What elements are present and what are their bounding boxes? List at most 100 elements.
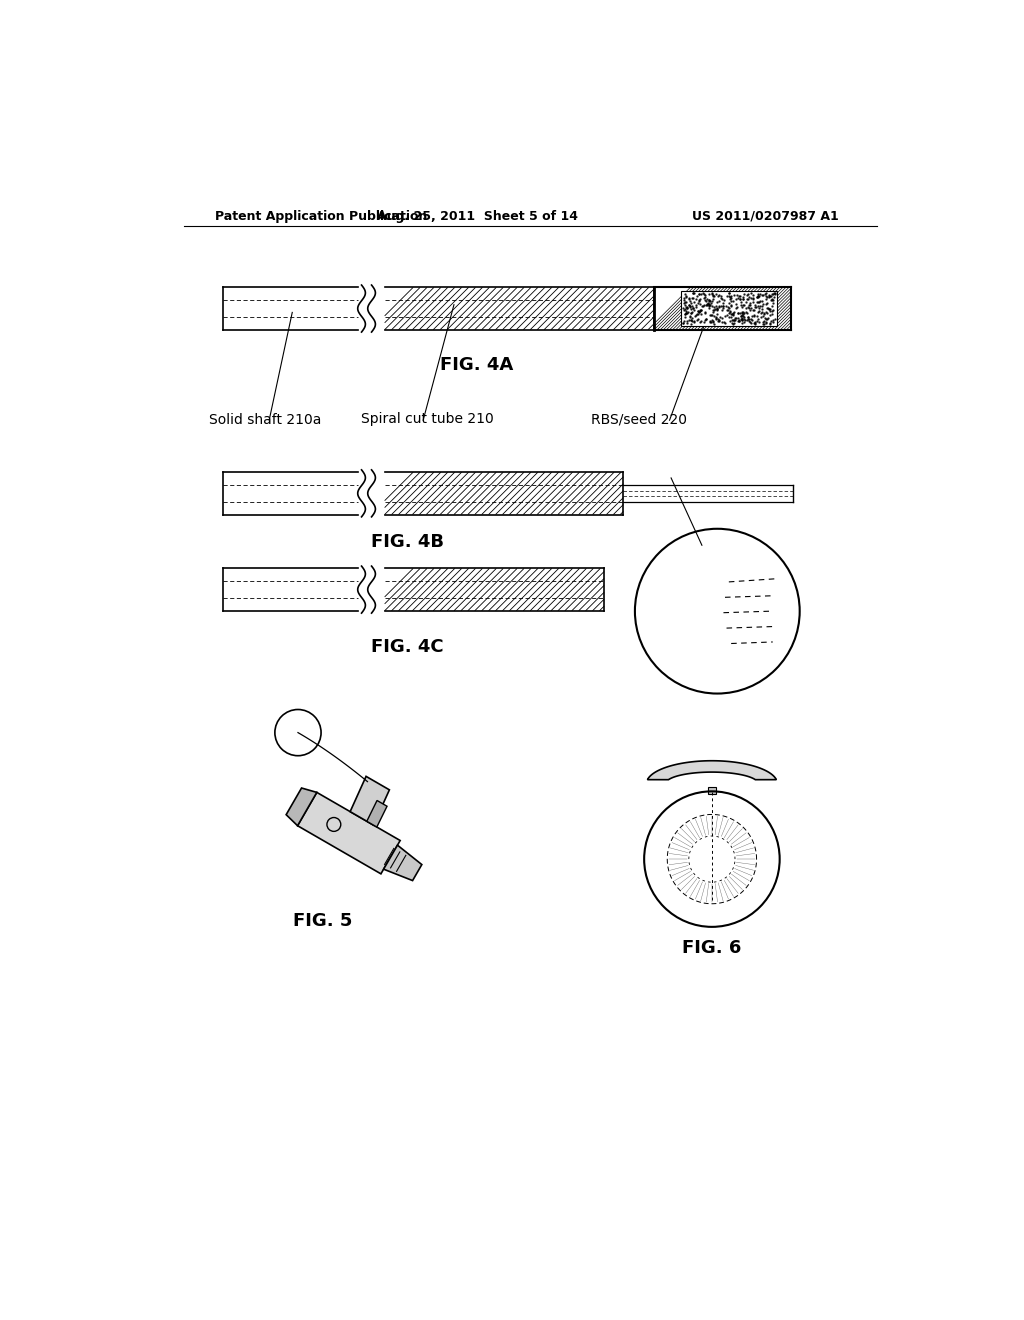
- Point: [692, 288, 709, 309]
- Point: [732, 285, 749, 306]
- Point: [751, 290, 767, 312]
- Point: [745, 305, 762, 326]
- Point: [709, 292, 725, 313]
- Point: [708, 306, 724, 327]
- Point: [767, 309, 783, 330]
- Point: [765, 312, 781, 333]
- Point: [686, 282, 702, 304]
- Point: [755, 313, 771, 334]
- Point: [713, 285, 729, 306]
- Point: [706, 300, 722, 321]
- Point: [689, 304, 706, 325]
- Point: [723, 306, 739, 327]
- Point: [731, 310, 748, 331]
- Point: [690, 290, 707, 312]
- Point: [682, 305, 698, 326]
- Point: [689, 285, 706, 306]
- Point: [708, 309, 724, 330]
- Point: [723, 290, 739, 312]
- Point: [682, 298, 698, 319]
- Point: [753, 302, 769, 323]
- Point: [676, 289, 692, 310]
- Point: [766, 286, 782, 308]
- Point: [734, 286, 751, 308]
- Point: [725, 302, 741, 323]
- Point: [715, 298, 731, 319]
- Polygon shape: [298, 792, 400, 874]
- Point: [764, 296, 780, 317]
- Point: [760, 308, 776, 329]
- Point: [694, 296, 711, 317]
- Point: [726, 313, 742, 334]
- Point: [720, 297, 736, 318]
- Point: [703, 282, 720, 304]
- Point: [728, 297, 744, 318]
- Polygon shape: [384, 845, 422, 880]
- Point: [734, 297, 751, 318]
- Point: [690, 289, 707, 310]
- Point: [709, 304, 725, 325]
- Point: [740, 312, 757, 333]
- Point: [715, 296, 731, 317]
- Point: [692, 310, 709, 331]
- Point: [722, 301, 738, 322]
- Point: [686, 310, 702, 331]
- Point: [728, 293, 744, 314]
- Point: [735, 308, 752, 329]
- Point: [723, 304, 739, 325]
- Point: [758, 293, 774, 314]
- Point: [751, 285, 767, 306]
- Point: [702, 312, 719, 333]
- Point: [736, 312, 753, 333]
- Point: [711, 309, 727, 330]
- Bar: [681, 292, 777, 326]
- Point: [748, 297, 764, 318]
- Polygon shape: [647, 760, 776, 780]
- Point: [696, 285, 713, 306]
- Point: [725, 305, 741, 326]
- Text: FIG. 4B: FIG. 4B: [372, 533, 444, 550]
- Point: [705, 284, 721, 305]
- Point: [765, 310, 781, 331]
- Point: [678, 292, 694, 313]
- Point: [675, 300, 691, 321]
- Point: [734, 309, 751, 330]
- Point: [686, 300, 702, 321]
- Point: [707, 298, 723, 319]
- Point: [740, 297, 757, 318]
- Point: [725, 309, 741, 330]
- Point: [729, 308, 745, 329]
- Point: [677, 282, 693, 304]
- Point: [741, 294, 758, 315]
- Point: [722, 288, 738, 309]
- Point: [742, 293, 759, 314]
- Text: US 2011/0207987 A1: US 2011/0207987 A1: [692, 210, 839, 223]
- Point: [684, 302, 700, 323]
- Point: [749, 292, 765, 313]
- Point: [678, 301, 694, 322]
- Point: [727, 308, 743, 329]
- Point: [683, 310, 699, 331]
- Point: [721, 310, 737, 331]
- Point: [726, 284, 742, 305]
- Point: [758, 282, 774, 304]
- Point: [722, 301, 738, 322]
- Point: [695, 312, 712, 333]
- Point: [691, 301, 708, 322]
- Point: [739, 306, 756, 327]
- Point: [715, 296, 731, 317]
- Point: [695, 294, 712, 315]
- Point: [719, 300, 735, 321]
- Point: [689, 304, 706, 325]
- Point: [684, 288, 700, 309]
- Point: [761, 284, 777, 305]
- Point: [676, 286, 692, 308]
- Point: [711, 297, 727, 318]
- Point: [724, 310, 740, 331]
- Point: [680, 301, 696, 322]
- Point: [723, 304, 739, 325]
- Point: [749, 286, 765, 308]
- Text: FIG. 5: FIG. 5: [293, 912, 352, 929]
- Point: [723, 294, 739, 315]
- Point: [742, 282, 759, 304]
